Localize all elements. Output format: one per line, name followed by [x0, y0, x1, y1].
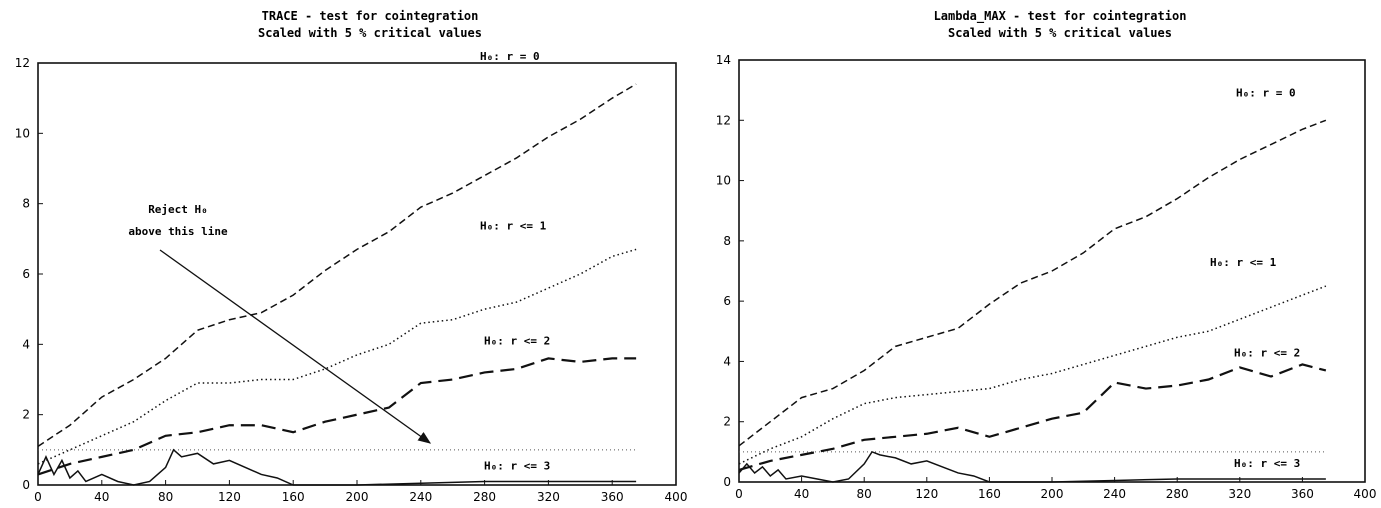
series-line-4 [37, 448, 637, 486]
annotation-arrow [159, 249, 432, 444]
x-tick-label: 120 [218, 490, 241, 504]
x-tick-label: 320 [1228, 487, 1251, 501]
trace-chart-panel: TRACE - test for cointegration Scaled wit… [15, 9, 688, 504]
x-tick-label: 80 [158, 490, 173, 504]
chart-subtitle: Scaled with 5 % critical values [948, 26, 1172, 40]
x-tick-label: 200 [1041, 487, 1064, 501]
series-line-1 [37, 83, 637, 447]
y-tick-label: 10 [15, 126, 30, 140]
chart-subtitle: Scaled with 5 % critical values [258, 26, 482, 40]
series-label: H₀: r <= 3 [484, 459, 550, 472]
y-tick-label: 2 [723, 415, 731, 429]
x-tick-label: 400 [1354, 487, 1377, 501]
series-label: H₀: r <= 2 [484, 334, 550, 347]
y-tick-label: 12 [716, 113, 731, 127]
y-tick-label: 12 [15, 56, 30, 70]
series-label: H₀: r <= 3 [1234, 457, 1300, 470]
series-label: H₀: r <= 1 [1210, 256, 1277, 269]
chart-title: Lambda_MAX - test for cointegration [934, 9, 1187, 24]
x-tick-label: 40 [94, 490, 109, 504]
x-tick-label: 360 [1291, 487, 1314, 501]
x-tick-label: 0 [735, 487, 743, 501]
x-tick-label: 160 [282, 490, 305, 504]
y-tick-label: 0 [723, 475, 731, 489]
annotation-line-1: Reject H₀ [148, 203, 208, 216]
x-tick-label: 280 [1166, 487, 1189, 501]
y-tick-label: 8 [22, 197, 30, 211]
x-tick-label: 280 [473, 490, 496, 504]
y-tick-label: 4 [22, 337, 30, 351]
series-line-1 [738, 119, 1327, 447]
series-label: H₀: r = 0 [480, 50, 540, 63]
y-tick-label: 14 [716, 53, 731, 67]
y-tick-label: 10 [716, 174, 731, 188]
series-label: H₀: r = 0 [1236, 86, 1296, 99]
x-tick-label: 120 [915, 487, 938, 501]
chart-title: TRACE - test for cointegration [262, 9, 479, 23]
x-tick-label: 400 [665, 490, 688, 504]
lambda-max-chart-panel: Lambda_MAX - test for cointegration Scale… [716, 9, 1377, 501]
x-tick-label: 320 [537, 490, 560, 504]
series-line-2 [37, 248, 637, 465]
y-tick-label: 6 [723, 294, 731, 308]
annotation-line-2: above this line [128, 225, 228, 238]
x-tick-label: 80 [857, 487, 872, 501]
y-tick-label: 6 [22, 267, 30, 281]
x-tick-label: 240 [409, 490, 432, 504]
y-tick-label: 2 [22, 408, 30, 422]
series-label: H₀: r <= 2 [1234, 346, 1300, 359]
x-tick-label: 360 [601, 490, 624, 504]
x-tick-label: 40 [794, 487, 809, 501]
x-tick-label: 0 [34, 490, 42, 504]
x-tick-label: 240 [1103, 487, 1126, 501]
x-tick-label: 200 [346, 490, 369, 504]
x-tick-label: 160 [978, 487, 1001, 501]
y-tick-label: 8 [723, 234, 731, 248]
y-tick-label: 0 [22, 478, 30, 492]
series-label: H₀: r <= 1 [480, 219, 547, 232]
y-tick-label: 4 [723, 354, 731, 368]
series-line-2 [738, 285, 1327, 465]
series-line-4 [738, 450, 1326, 483]
series-line-3 [738, 363, 1327, 471]
series-line-3 [37, 357, 637, 476]
